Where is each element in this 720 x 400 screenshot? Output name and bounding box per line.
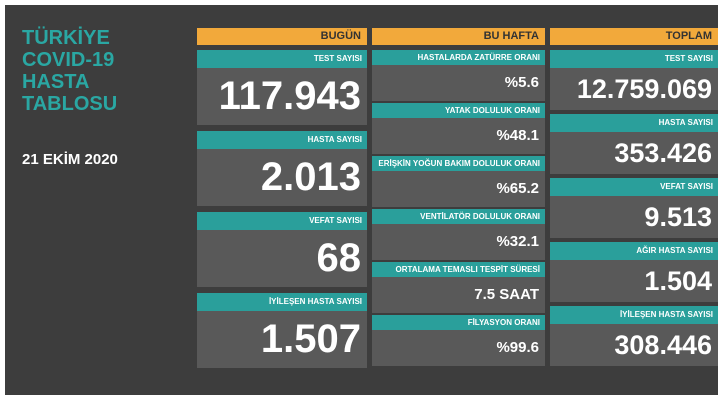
stat-value: 308.446 bbox=[550, 324, 718, 366]
stat-label: ORTALAMA TEMASLI TESPİT SÜRESİ bbox=[372, 262, 545, 277]
stat-label: AĞIR HASTA SAYISI bbox=[550, 242, 718, 260]
column: BU HAFTA HASTALARDA ZATÜRRE ORANI %5.6 YATA… bbox=[372, 28, 545, 378]
stat-value: 68 bbox=[197, 230, 367, 287]
stat-label: TEST SAYISI bbox=[197, 50, 367, 68]
stat-label: VEFAT SAYISI bbox=[197, 212, 367, 230]
stat-value: 7.5 SAAT bbox=[372, 277, 545, 313]
stat-label: VENTİLATÖR DOLULUK ORANI bbox=[372, 209, 545, 224]
title-line: HASTA bbox=[22, 71, 90, 93]
stat-label: YATAK DOLULUK ORANI bbox=[372, 103, 545, 118]
stat-value: 1.504 bbox=[550, 260, 718, 302]
stat-value: 9.513 bbox=[550, 196, 718, 238]
stat-label: HASTALARDA ZATÜRRE ORANI bbox=[372, 50, 545, 65]
stat-value: 117.943 bbox=[197, 68, 367, 125]
column-header: BUGÜN bbox=[197, 28, 367, 45]
stat-label: HASTA SAYISI bbox=[197, 131, 367, 149]
stat-label: ERİŞKİN YOĞUN BAKIM DOLULUK ORANI bbox=[372, 156, 545, 171]
title-line: COVID-19 bbox=[22, 49, 115, 71]
stat-label: İYİLEŞEN HASTA SAYISI bbox=[550, 306, 718, 324]
title-line: TÜRKİYE bbox=[22, 27, 110, 49]
stat-label: FİLYASYON ORANI bbox=[372, 315, 545, 330]
stat-value: %5.6 bbox=[372, 65, 545, 101]
stat-label: İYİLEŞEN HASTA SAYISI bbox=[197, 293, 367, 311]
stat-value: %65.2 bbox=[372, 171, 545, 207]
date: 21 EKİM 2020 bbox=[22, 151, 118, 168]
column: TOPLAM TEST SAYISI 12.759.069 HASTA SAYISI 3… bbox=[550, 28, 718, 378]
column: BUGÜN TEST SAYISI 117.943 HASTA SAYISI 2.013… bbox=[197, 28, 367, 378]
stat-value: %99.6 bbox=[372, 330, 545, 366]
stat-value: 12.759.069 bbox=[550, 68, 718, 110]
stat-value: 353.426 bbox=[550, 132, 718, 174]
column-header: TOPLAM bbox=[550, 28, 718, 45]
stat-value: 2.013 bbox=[197, 149, 367, 206]
column-header: BU HAFTA bbox=[372, 28, 545, 45]
title-line: TABLOSU bbox=[22, 93, 118, 115]
stat-value: %48.1 bbox=[372, 118, 545, 154]
stat-value: 1.507 bbox=[197, 311, 367, 368]
stat-value: %32.1 bbox=[372, 224, 545, 260]
stat-label: HASTA SAYISI bbox=[550, 114, 718, 132]
stat-label: TEST SAYISI bbox=[550, 50, 718, 68]
board: 21 EKİM 2020 TÜRKİYE COVID-19 HASTA TABLOSU… bbox=[5, 5, 718, 395]
stat-label: VEFAT SAYISI bbox=[550, 178, 718, 196]
